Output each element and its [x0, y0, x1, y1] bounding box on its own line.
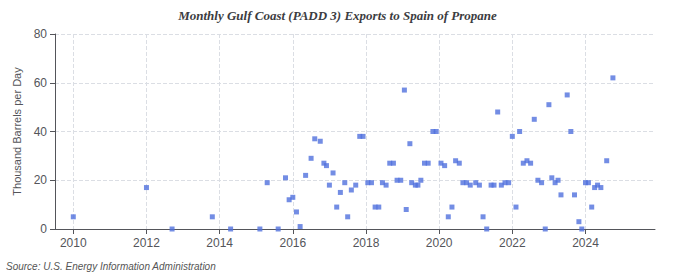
svg-text:80: 80 — [34, 27, 48, 41]
svg-text:40: 40 — [34, 125, 48, 139]
svg-text:60: 60 — [34, 76, 48, 90]
svg-text:2022: 2022 — [499, 236, 526, 250]
svg-text:2012: 2012 — [133, 236, 160, 250]
svg-text:2016: 2016 — [279, 236, 306, 250]
svg-text:Monthly Gulf Coast (PADD 3) Ex: Monthly Gulf Coast (PADD 3) Exports to S… — [177, 8, 497, 23]
svg-text:2024: 2024 — [572, 236, 599, 250]
svg-text:Source: U.S. Energy Informatio: Source: U.S. Energy Information Administ… — [6, 261, 216, 272]
svg-text:2010: 2010 — [60, 236, 87, 250]
svg-text:2014: 2014 — [206, 236, 233, 250]
svg-text:2020: 2020 — [426, 236, 453, 250]
svg-text:2018: 2018 — [353, 236, 380, 250]
svg-text:20: 20 — [34, 173, 48, 187]
svg-text:0: 0 — [40, 222, 47, 236]
svg-text:Thousand Barrels per Day: Thousand Barrels per Day — [11, 67, 23, 196]
